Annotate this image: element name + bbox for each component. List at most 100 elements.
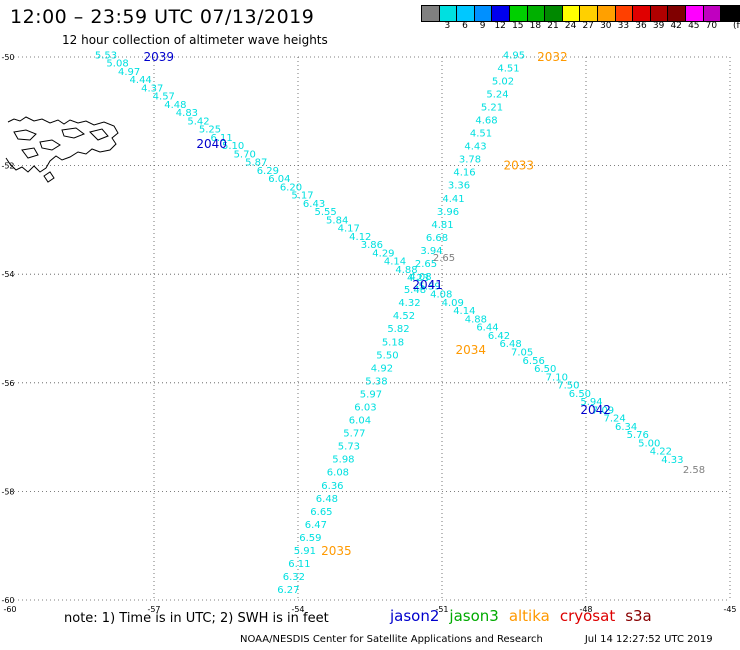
- wave-height-value: 4.88: [465, 314, 487, 325]
- wave-height-value: 4.23: [407, 273, 429, 284]
- wave-height-value-low: 2.58: [683, 465, 705, 476]
- wave-height-value: 4.68: [475, 116, 497, 127]
- wave-height-value: 5.18: [382, 337, 404, 348]
- lat-tick-label: -54: [1, 270, 14, 279]
- wave-height-value: 6.32: [283, 572, 305, 583]
- wave-height-value: 6.50: [569, 389, 591, 400]
- wave-height-value: 5.24: [486, 89, 508, 100]
- legend-swatch-label: 3: [444, 21, 451, 31]
- legend-swatch: [562, 6, 581, 21]
- legend-swatch: [615, 6, 634, 21]
- wave-height-value: 6.48: [316, 494, 338, 505]
- wave-height-value: 4.09: [442, 298, 464, 309]
- wave-height-value: 6.47: [305, 520, 327, 531]
- wave-height-value: 4.44: [130, 75, 152, 86]
- legend-swatch: [721, 6, 739, 21]
- legend-swatch: [633, 6, 651, 21]
- wave-height-value: 4.51: [470, 129, 492, 140]
- axis-tick-labels: -50 -52 -54 -56 -58 -60 -57 -54 -51 -48 -45 -60: [1, 53, 736, 614]
- legend-swatch: [703, 6, 722, 21]
- wave-height-value: 4.57: [153, 92, 175, 103]
- wave-height-value: 7.10: [546, 372, 568, 383]
- legend-swatch-label: 42: [670, 21, 682, 31]
- falkland-islands-coastline: [5, 116, 119, 183]
- legend-swatch: [492, 6, 510, 21]
- legend-swatch-label: 70: [705, 21, 718, 31]
- legend-swatch: [422, 6, 440, 21]
- satellite-name: jason3: [449, 607, 499, 625]
- legend-swatch-label: 24: [564, 21, 577, 31]
- wave-height-value: 4.16: [453, 168, 475, 179]
- pass-number-label: 2039: [144, 50, 175, 64]
- pass-number-label: 2042: [580, 403, 611, 417]
- wave-height-value: 4.88: [395, 265, 417, 276]
- legend-swatch-label: 21: [547, 21, 559, 31]
- wave-height-value: 4.22: [650, 447, 672, 458]
- wave-height-value: 6.34: [615, 422, 637, 433]
- lon-tick-label: -54: [291, 605, 304, 614]
- map-subtitle: 12 hour collection of altimeter wave hei…: [62, 33, 328, 47]
- pass-number-label: 2034: [456, 343, 487, 357]
- color-legend: [421, 5, 740, 22]
- legend-swatch: [668, 6, 686, 21]
- wave-height-value: 5.02: [492, 76, 514, 87]
- corner-tick-label: -60: [3, 605, 16, 614]
- wave-height-value: 2.65: [415, 259, 437, 270]
- wave-height-value: 5.08: [106, 59, 128, 70]
- wave-height-value: 5.00: [638, 438, 660, 449]
- wave-height-value: 5.10: [222, 141, 244, 152]
- wave-height-value: 6.42: [488, 331, 510, 342]
- legend-swatch-label: 9: [479, 21, 486, 31]
- wave-height-value: 5.53: [95, 50, 117, 61]
- wave-height-value: 4.17: [338, 224, 360, 235]
- legend-swatch-label: 45: [688, 21, 700, 31]
- wave-height-value: 6.29: [257, 166, 279, 177]
- wave-height-value: 3.36: [448, 181, 470, 192]
- wave-height-value: 7.05: [511, 347, 533, 358]
- legend-swatch-label: 30: [600, 21, 612, 31]
- legend-swatch-label: 33: [617, 21, 630, 31]
- lat-tick-label: -52: [1, 162, 14, 171]
- wave-height-value: 4.97: [118, 67, 140, 78]
- wave-height-value: 5.48: [404, 285, 426, 296]
- lat-tick-label: -56: [1, 379, 14, 388]
- legend-swatch: [545, 6, 563, 21]
- satellite-name: altika: [508, 607, 550, 625]
- wave-height-value: 5.25: [199, 125, 221, 136]
- wave-height-value: 5.50: [376, 350, 398, 361]
- wave-height-value: 5.17: [291, 191, 313, 202]
- pass-number-label: 2041: [412, 278, 443, 292]
- wave-height-value: 4.14: [384, 257, 406, 268]
- wave-height-value: 5.77: [343, 429, 365, 440]
- wave-height-value: 6.11: [210, 133, 232, 144]
- wave-height-value: 4.41: [442, 194, 464, 205]
- legend-swatch: [685, 6, 704, 21]
- wave-height-value: 6.04: [268, 174, 290, 185]
- wave-height-value: 6.44: [476, 323, 498, 334]
- wave-height-value: 5.21: [481, 102, 503, 113]
- wave-height-value: 4.29: [372, 248, 394, 259]
- legend-swatch: [527, 6, 546, 21]
- lat-tick-label: -58: [1, 487, 14, 496]
- wave-height-value: 6.68: [426, 233, 448, 244]
- wave-height-value: 6.27: [277, 585, 299, 596]
- wave-height-value: 5.55: [314, 207, 336, 218]
- agency-credit: NOAA/NESDIS Center for Satellite Applica…: [240, 634, 543, 645]
- wave-height-value: 4.83: [176, 108, 198, 119]
- wave-height-value: 4.95: [503, 50, 525, 61]
- pass-labels: 2039 2040 2041 2042 2032 2033 2034 2035: [144, 50, 611, 558]
- wave-height-value: 5.84: [326, 215, 348, 226]
- wave-height-value: 4.33: [661, 455, 683, 466]
- wave-height-value: 3.94: [420, 246, 442, 257]
- lat-lon-grid: [10, 56, 731, 601]
- wave-height-value: 3.96: [437, 207, 459, 218]
- lon-tick-label: -48: [579, 605, 592, 614]
- lat-tick-label: -60: [1, 596, 14, 605]
- satellite-name: jason2: [390, 607, 440, 625]
- wave-height-value: 5.87: [245, 158, 267, 169]
- pass-number-label: 2040: [196, 137, 227, 151]
- wave-height-value: 5.98: [332, 455, 354, 466]
- legend-swatch-label: 39: [652, 21, 665, 31]
